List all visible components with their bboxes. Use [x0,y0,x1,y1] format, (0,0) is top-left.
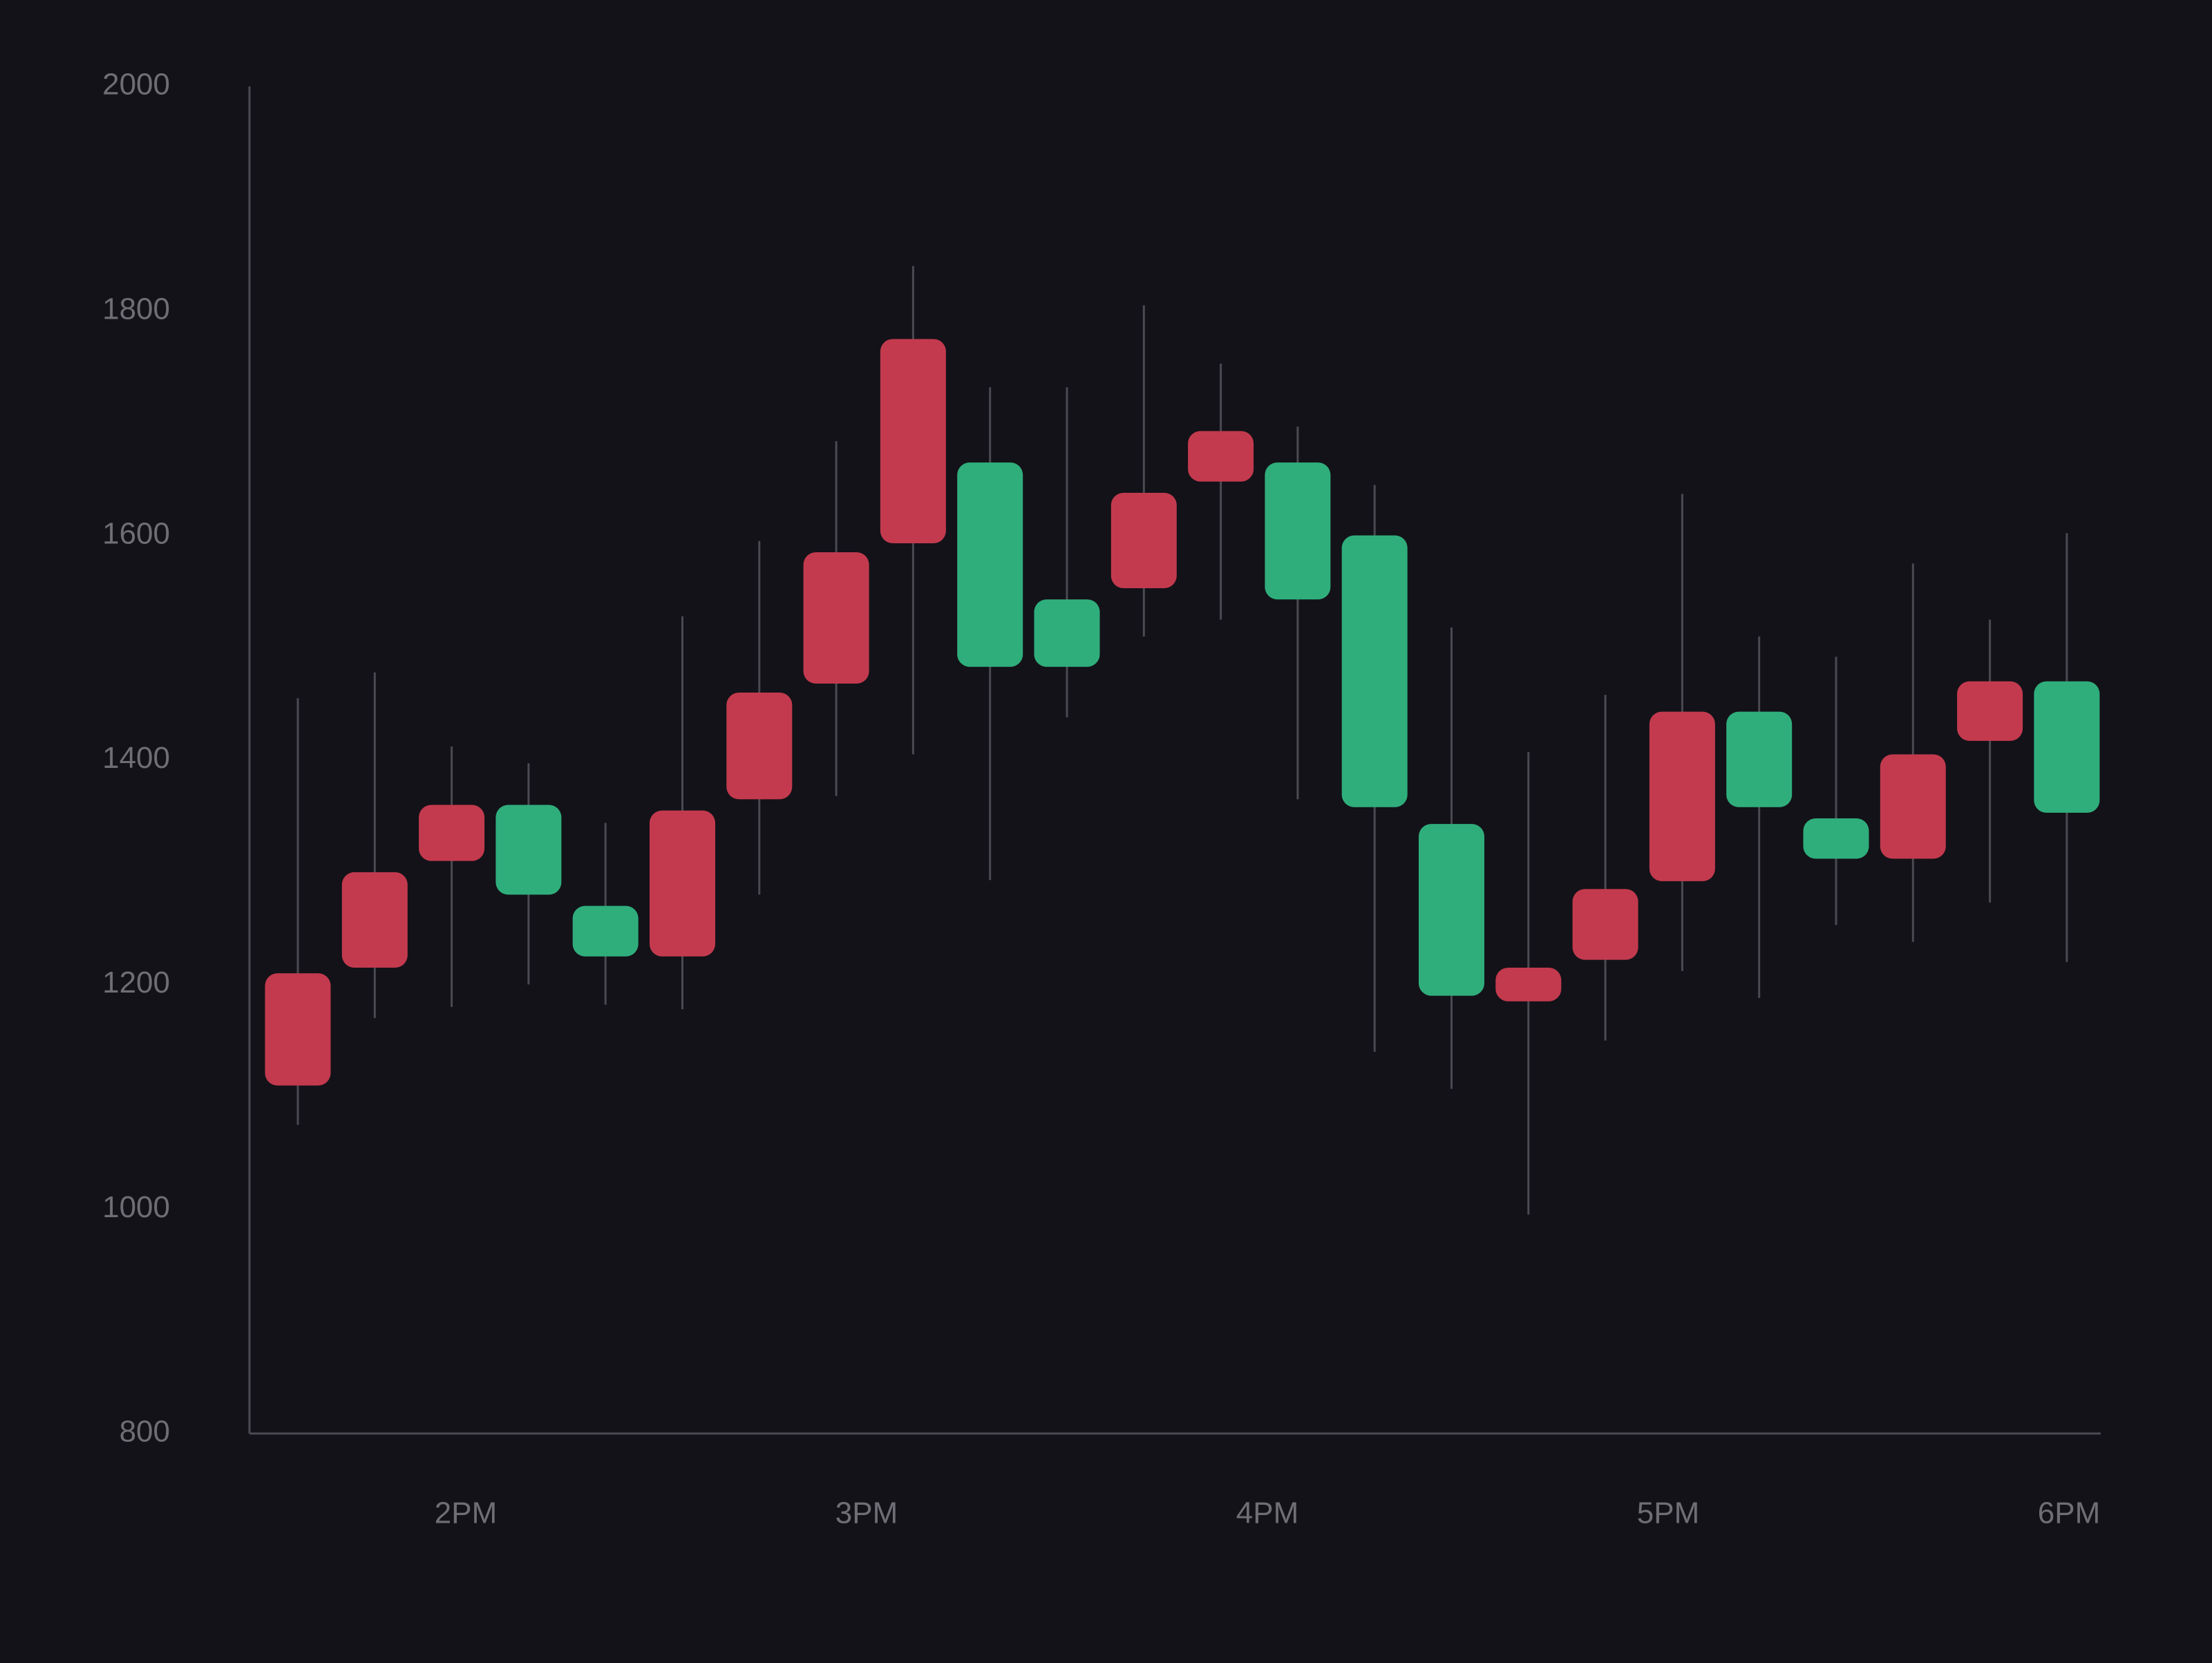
y-tick-label: 1400 [102,741,170,775]
candle-body-up [495,805,562,895]
candle-body-down [880,339,946,544]
y-tick-label: 800 [120,1415,170,1449]
x-tick-label: 2PM [435,1496,497,1530]
candle-body-down [1188,431,1254,482]
candle-body-down [1572,889,1638,960]
x-tick-label: 3PM [835,1496,898,1530]
y-tick-label: 1200 [102,966,170,999]
candle-body-down [265,973,331,1086]
y-tick-label: 1000 [102,1190,170,1224]
y-axis: 2000 1800 1600 1400 1200 1000 800 [102,68,251,1449]
candle-body-up [1265,462,1331,600]
candle-bodies [265,339,2100,1086]
candle-body-up [2034,681,2100,813]
candle-body-down [803,552,869,684]
y-tick-label: 1600 [102,516,170,550]
x-tick-label: 4PM [1236,1496,1298,1530]
candle-body-down [1110,492,1177,589]
candle-body-up [1803,818,1869,859]
candle-body-down [726,693,793,800]
candle-body-down [650,810,715,957]
candle-body-down [1880,754,1946,859]
candle-body-up [1419,824,1484,996]
x-tick-label: 5PM [1637,1496,1699,1530]
candle-body-down [1495,967,1562,1002]
x-axis: 2PM 3PM 4PM 5PM 6PM [249,1432,2101,1530]
candle-wicks [296,265,2068,1215]
candle-body-down [1957,681,2023,741]
candle-body-up [1726,711,1793,807]
candle-body-up [1341,535,1408,807]
candle-body-up [572,905,639,957]
x-tick-label: 6PM [2038,1496,2100,1530]
candle-body-down [341,872,408,968]
candle-body-up [1034,599,1100,667]
y-tick-label: 2000 [102,68,170,102]
candle-body-down [1649,711,1715,881]
candle-body-up [957,462,1023,667]
candle-body-down [419,805,485,861]
y-tick-label: 1800 [102,292,170,326]
